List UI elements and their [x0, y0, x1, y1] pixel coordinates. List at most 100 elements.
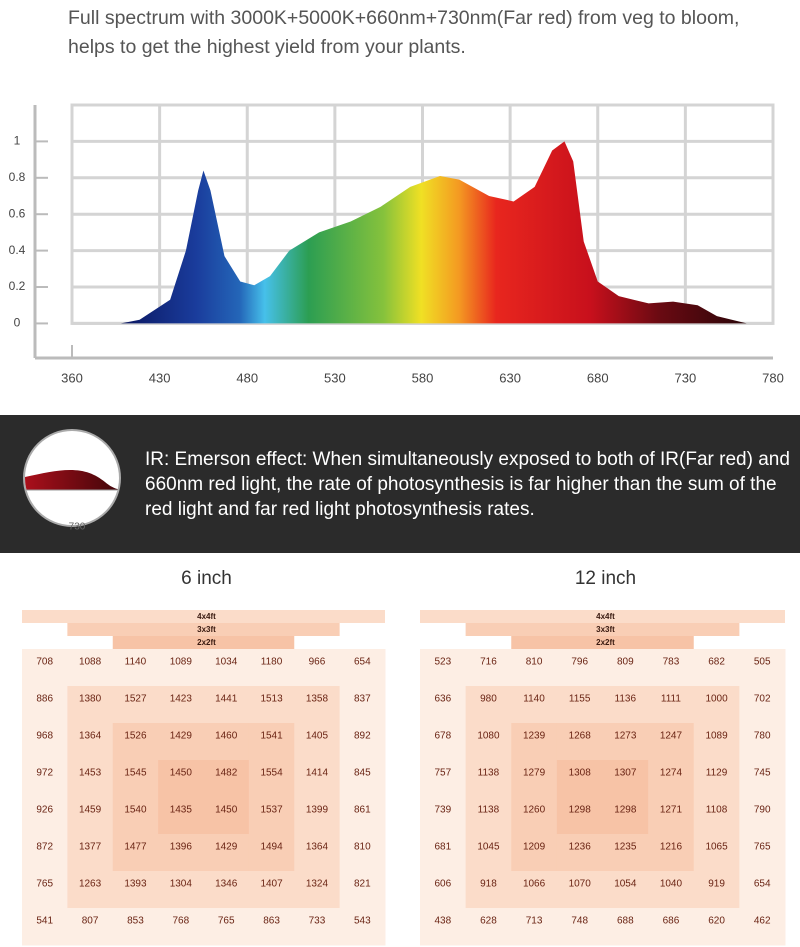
ppfd-value: 1399	[306, 805, 329, 816]
y-tick-label: 0.2	[9, 279, 26, 293]
ppfd-cell	[420, 797, 467, 835]
ppfd-cell	[22, 760, 68, 798]
ppfd-cell	[511, 908, 558, 946]
ppfd-cell	[158, 834, 204, 872]
ppfd-value: 1407	[260, 879, 283, 890]
ppfd-value: 1364	[306, 842, 329, 853]
ppfd-value: 1450	[215, 805, 238, 816]
ppfd-cell	[420, 649, 467, 687]
ppfd-cell	[420, 908, 467, 946]
ppfd-value: 686	[663, 916, 680, 927]
ppfd-cell	[203, 871, 250, 909]
ppfd-value: 1136	[615, 694, 637, 705]
ppfd-value: 1155	[569, 694, 591, 705]
ppfd-value: 796	[571, 657, 588, 668]
ppfd-cell	[602, 834, 649, 872]
ppfd-cell	[203, 908, 250, 946]
ppfd-cell	[203, 649, 250, 687]
ppfd-cell	[602, 649, 649, 687]
y-tick-label: 1	[14, 134, 21, 148]
ppfd-value: 926	[36, 805, 53, 816]
ppfd-cell	[511, 686, 558, 724]
ppfd-value: 716	[480, 657, 497, 668]
ppfd-cell	[465, 760, 512, 798]
ppfd-value: 1279	[523, 768, 546, 779]
ppfd-value: 1423	[170, 694, 193, 705]
y-tick-label: 0.4	[9, 243, 26, 257]
intro-text: Full spectrum with 3000K+5000K+660nm+730…	[68, 7, 740, 58]
ppfd-value: 654	[754, 879, 771, 890]
ppfd-cell	[602, 908, 649, 946]
table-title: 6 inch	[181, 568, 232, 589]
ppfd-cell	[420, 871, 467, 909]
ppfd-value: 821	[354, 879, 371, 890]
zone-bar	[22, 610, 385, 623]
ppfd-value: 1040	[660, 879, 683, 890]
ppfd-cell	[511, 797, 558, 835]
ppfd-cell	[158, 908, 204, 946]
ppfd-cell	[294, 686, 341, 724]
ppfd-cell	[22, 834, 68, 872]
ppfd-value: 768	[172, 916, 189, 927]
ppfd-value: 654	[354, 657, 371, 668]
ppfd-cell	[248, 723, 295, 761]
ppfd-cell	[112, 649, 159, 687]
ppfd-cell	[294, 723, 341, 761]
zone-bar	[112, 636, 295, 649]
ppfd-cell	[511, 649, 558, 687]
ppfd-cell	[248, 871, 295, 909]
ppfd-cell	[248, 908, 295, 946]
ppfd-cell	[739, 686, 786, 724]
ppfd-value: 1138	[478, 768, 500, 779]
ppfd-cell	[465, 834, 512, 872]
ppfd-cell	[294, 834, 341, 872]
ppfd-cell	[112, 871, 159, 909]
ppfd-value: 636	[434, 694, 451, 705]
ppfd-value: 1045	[477, 842, 500, 853]
ppfd-cell	[67, 649, 114, 687]
ppfd-value: 1271	[660, 805, 683, 816]
ppfd-value: 1429	[215, 842, 238, 853]
zone-label: 2x2ft	[596, 638, 615, 647]
ppfd-cell	[739, 871, 786, 909]
ppfd-cell	[203, 797, 250, 835]
ppfd-value: 1108	[706, 805, 728, 816]
ppfd-value: 1541	[260, 731, 283, 742]
ppfd-value: 1236	[569, 842, 592, 853]
ppfd-value: 1273	[614, 731, 637, 742]
x-tick-label: 430	[149, 370, 171, 385]
x-tick-label: 730	[675, 370, 697, 385]
ppfd-value: 1346	[215, 879, 238, 890]
ppfd-value: 1239	[523, 731, 546, 742]
ppfd-cell	[112, 797, 159, 835]
ppfd-value: 438	[434, 916, 451, 927]
ppfd-value: 1111	[661, 694, 681, 705]
ppfd-cell	[67, 760, 114, 798]
ppfd-cell	[648, 797, 695, 835]
ppfd-value: 1140	[125, 657, 147, 668]
ppfd-value: 1494	[260, 842, 283, 853]
ppfd-cell	[294, 760, 341, 798]
ppfd-cell	[648, 871, 695, 909]
ppfd-cell	[556, 760, 603, 798]
ppfd-value: 1263	[79, 879, 102, 890]
ppfd-value: 853	[127, 916, 144, 927]
ppfd-value: 606	[434, 879, 451, 890]
zone-bar	[420, 610, 785, 623]
ppfd-cell	[511, 723, 558, 761]
ppfd-value: 1540	[124, 805, 147, 816]
ppfd-value: 733	[309, 916, 326, 927]
ppfd-cell	[67, 834, 114, 872]
ppfd-value: 1216	[660, 842, 683, 853]
ppfd-value: 863	[263, 916, 280, 927]
ppfd-cell	[693, 686, 740, 724]
ppfd-cell	[158, 760, 204, 798]
ppfd-value: 886	[36, 694, 53, 705]
ppfd-value: 1380	[79, 694, 102, 705]
ppfd-cell	[693, 760, 740, 798]
spectrum-area	[120, 141, 747, 324]
x-tick-label: 780	[762, 370, 784, 385]
ppfd-cell	[22, 649, 68, 687]
